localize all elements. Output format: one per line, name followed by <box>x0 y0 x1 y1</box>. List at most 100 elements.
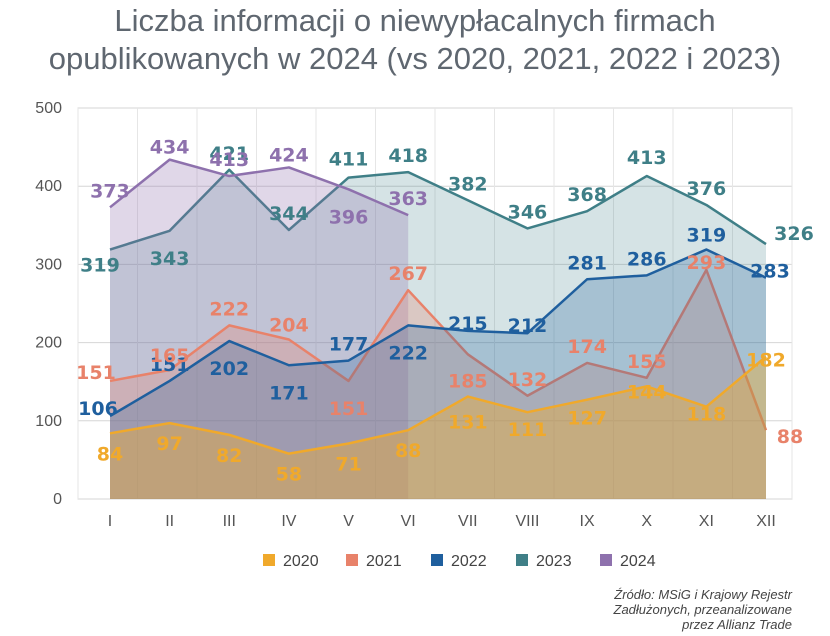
source-line-2: Zadłużonych, przeanalizowane <box>613 602 793 617</box>
data-label-2023: 368 <box>567 184 607 206</box>
data-label-2022: 283 <box>750 261 790 283</box>
data-label-2023: 421 <box>209 143 249 165</box>
legend: 2020 2021 2022 2023 2024 <box>263 553 656 570</box>
area-2022 <box>110 249 766 499</box>
data-label-2020: 84 <box>97 443 123 465</box>
data-label-2020: 127 <box>567 408 607 430</box>
data-label-2024: 424 <box>269 144 309 166</box>
legend-label-2023: 2023 <box>536 553 572 570</box>
data-label-2023: 418 <box>388 145 428 167</box>
data-label-2024: 363 <box>388 188 428 210</box>
data-label-2021: 222 <box>209 298 249 320</box>
data-label-2022: 222 <box>388 342 428 364</box>
area-2023 <box>110 169 766 499</box>
x-tick-label: V <box>343 513 354 530</box>
x-tick-label: VI <box>401 513 416 530</box>
data-label-2021: 204 <box>269 314 309 336</box>
series-areas <box>109 158 768 499</box>
data-label-2023: 413 <box>627 147 667 169</box>
data-label-2020: 58 <box>276 464 302 486</box>
area-2020 <box>110 356 766 499</box>
y-tick-label: 200 <box>35 335 62 352</box>
y-tick-label: 100 <box>35 413 62 430</box>
y-axis: 0 100 200 300 400 500 <box>35 100 62 508</box>
data-label-2023: 319 <box>80 255 120 277</box>
data-label-2021: 185 <box>448 370 488 392</box>
legend-swatch-2022 <box>431 554 443 566</box>
legend-swatch-2024 <box>600 554 612 566</box>
data-label-2023: 346 <box>508 201 548 223</box>
legend-swatch-2023 <box>516 554 528 566</box>
data-label-2021: 88 <box>777 426 803 448</box>
data-label-2022: 151 <box>150 354 190 376</box>
gridlines <box>77 107 793 500</box>
data-label-2021: 155 <box>627 351 667 373</box>
data-label-2020: 82 <box>216 445 242 467</box>
legend-label-2021: 2021 <box>366 553 402 570</box>
chart-title: Liczba informacji o niewypłacalnych firm… <box>48 3 782 76</box>
data-label-2021: 174 <box>567 336 607 358</box>
data-label-2022: 171 <box>269 382 309 404</box>
data-label-2022: 286 <box>627 248 667 270</box>
legend-swatch-2021 <box>346 554 358 566</box>
data-label-2022: 212 <box>508 315 548 337</box>
x-tick-label: X <box>641 513 652 530</box>
y-tick-label: 0 <box>53 491 62 508</box>
data-label-2023: 376 <box>687 178 727 200</box>
legend-label-2024: 2024 <box>620 553 656 570</box>
data-label-2022: 215 <box>448 313 488 335</box>
x-tick-label: IX <box>580 513 595 530</box>
data-label-2020: 182 <box>746 350 786 372</box>
data-label-2023: 326 <box>774 223 814 245</box>
data-label-2020: 111 <box>508 419 548 441</box>
data-label-2020: 118 <box>687 404 727 426</box>
data-label-2021: 293 <box>687 252 727 274</box>
data-label-2024: 373 <box>90 180 130 202</box>
y-tick-label: 300 <box>35 256 62 273</box>
source-line-3: przez Allianz Trade <box>682 617 792 632</box>
data-label-2022: 106 <box>78 398 118 420</box>
data-label-2021: 267 <box>388 263 428 285</box>
legend-label-2022: 2022 <box>451 553 487 570</box>
data-label-2020: 144 <box>627 381 667 403</box>
x-tick-label: III <box>223 513 236 530</box>
legend-swatch-2020 <box>263 554 275 566</box>
source-line-1: Źródło: MSiG i Krajowy Rejestr <box>614 587 792 602</box>
data-label-2023: 344 <box>269 203 309 225</box>
y-tick-label: 500 <box>35 100 62 117</box>
data-label-2022: 281 <box>567 252 607 274</box>
x-axis: I II III IV V VI VII VIII IX X XI XII <box>108 513 776 530</box>
x-tick-label: II <box>165 513 174 530</box>
line-2020 <box>109 355 767 455</box>
x-tick-label: VIII <box>515 513 539 530</box>
data-label-2022: 177 <box>329 334 369 356</box>
data-label-2020: 71 <box>335 453 361 475</box>
area-2021 <box>110 269 766 499</box>
x-tick-label: IV <box>281 513 296 530</box>
data-label-2024: 413 <box>209 149 249 171</box>
data-label-2024: 396 <box>329 206 369 228</box>
data-label-2022: 319 <box>687 225 727 247</box>
y-tick-label: 400 <box>35 178 62 195</box>
area-2024 <box>110 159 409 499</box>
data-label-2022: 202 <box>209 358 249 380</box>
data-labels: 319 343 421 344 411 418 382 346 368 413 376 326 106 1… <box>76 137 814 486</box>
data-label-2021: 151 <box>76 362 116 384</box>
data-label-2024: 434 <box>150 137 190 159</box>
x-tick-label: VII <box>458 513 478 530</box>
data-label-2023: 343 <box>150 248 190 270</box>
data-label-2020: 88 <box>395 440 421 462</box>
line-2023 <box>109 168 767 251</box>
data-label-2021: 132 <box>508 369 548 391</box>
data-label-2020: 97 <box>156 433 182 455</box>
data-label-2023: 382 <box>448 173 488 195</box>
x-tick-label: XI <box>699 513 714 530</box>
data-label-2021: 151 <box>329 398 369 420</box>
source-note: Źródło: MSiG i Krajowy Rejestr Zadłużony… <box>492 587 793 632</box>
data-label-2023: 411 <box>329 149 369 171</box>
x-tick-label: XII <box>756 513 776 530</box>
data-label-2021: 165 <box>150 345 190 367</box>
line-2022 <box>109 248 767 418</box>
x-tick-label: I <box>108 513 112 530</box>
